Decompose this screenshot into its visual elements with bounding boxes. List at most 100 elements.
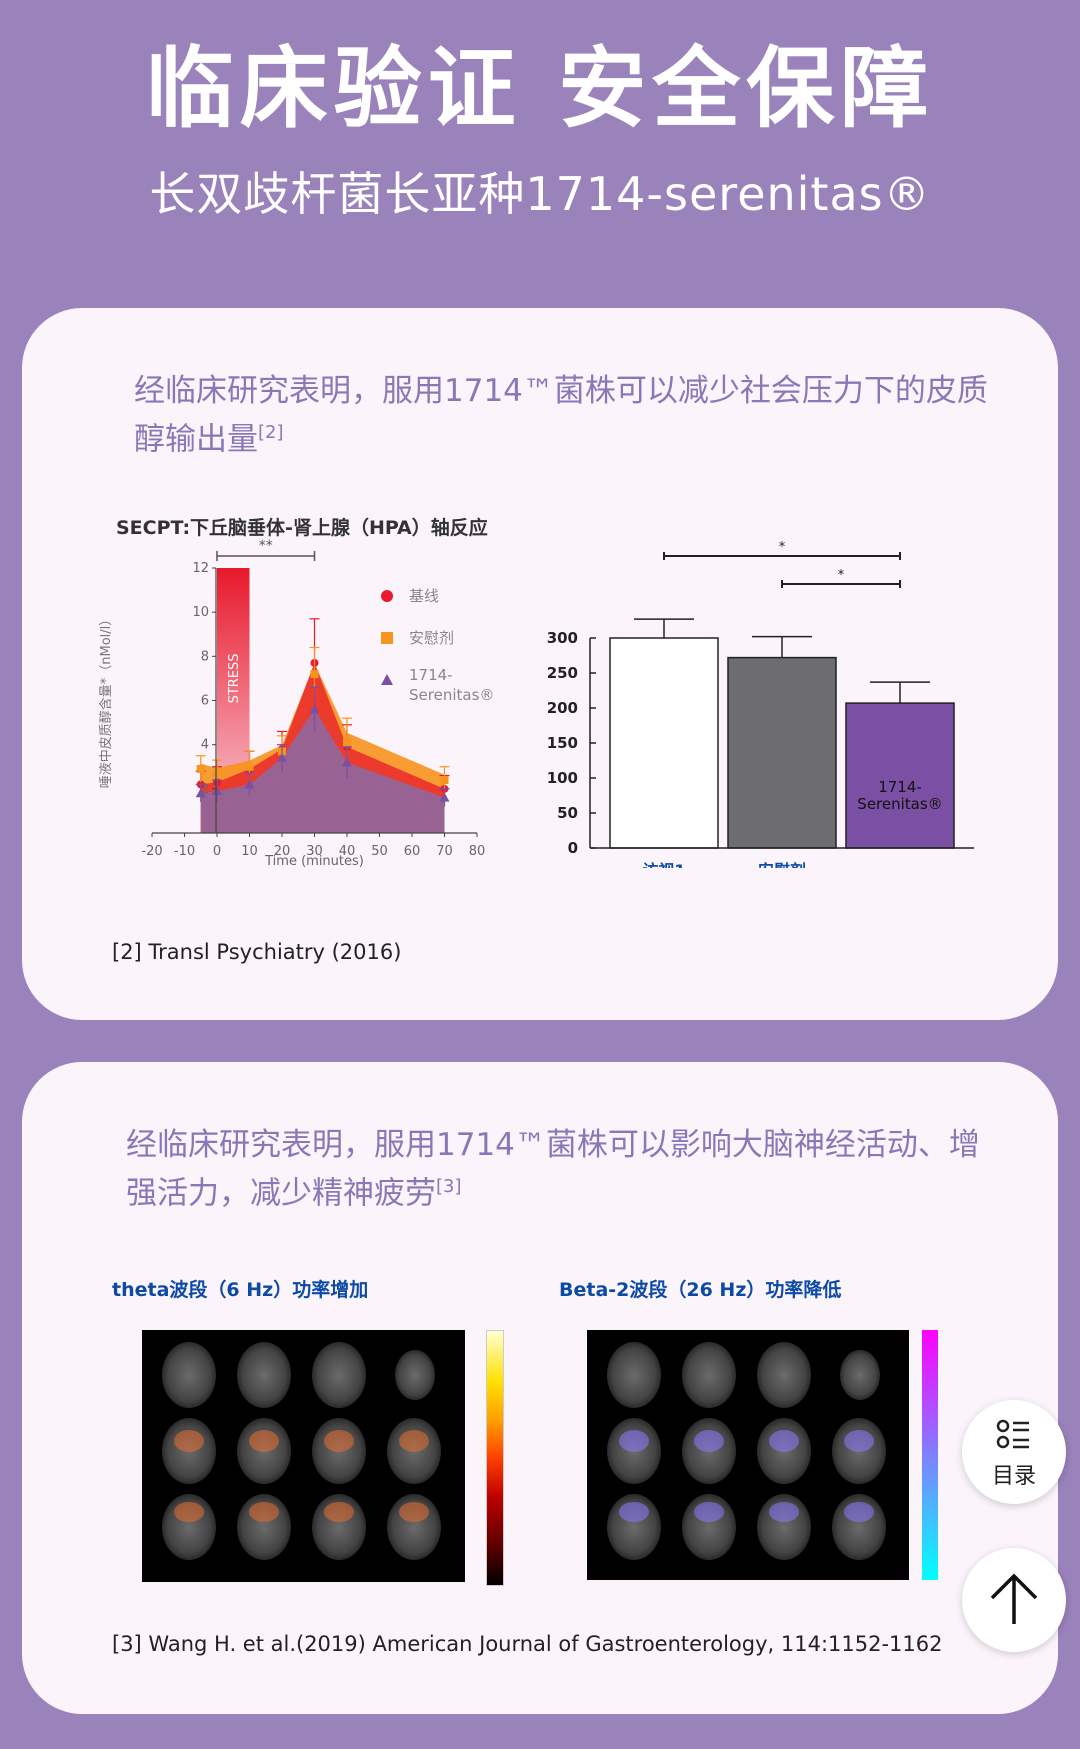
lc-point-serenitas [212, 786, 222, 796]
hero-subtitle: 长双歧杆菌长亚种1714-serenitas® [149, 167, 931, 221]
lc-sig-label: ** [259, 538, 273, 554]
arrow-up-icon [990, 1573, 1038, 1624]
brain-slice [607, 1342, 661, 1408]
lc-x-tick: 30 [306, 844, 323, 859]
bc-inside-label-1: 1714- [878, 778, 922, 796]
activation-overlay [324, 1502, 354, 1522]
brain-slice [237, 1418, 291, 1484]
lc-point-placebo [245, 762, 254, 771]
lc-x-tick: 70 [436, 844, 453, 859]
beta-colorbar [922, 1330, 938, 1580]
legend-label: 安慰剂 [409, 629, 454, 647]
lc-area-2 [200, 709, 445, 833]
activation-overlay [174, 1430, 204, 1452]
legend-serenitas-line1: 1714- [409, 666, 453, 684]
brain-slice [312, 1342, 366, 1408]
lc-x-tick: -10 [174, 844, 195, 859]
lc-x-tick: 40 [339, 844, 356, 859]
legend-serenitas-marker [381, 674, 393, 685]
bc-y-tick: 300 [547, 629, 578, 647]
eeg-lead-ref: [3] [436, 1176, 462, 1197]
brain-slice [162, 1418, 216, 1484]
brain-slice [607, 1494, 661, 1560]
lc-point-serenitas [342, 757, 352, 767]
cortisol-lead-ref: [2] [258, 422, 284, 443]
bc-y-tick: 0 [568, 839, 578, 857]
activation-overlay [769, 1430, 799, 1452]
brain-slice [387, 1418, 441, 1484]
hero-title: 临床验证 安全保障 [145, 37, 935, 140]
theta-title: theta波段（6 Hz）功率增加 [112, 1279, 369, 1301]
lc-ylabel: 唾液中皮质醇含量*（nMol/l） [98, 613, 114, 789]
cortisol-bar-chart: * * 0 50 100 150 200 250 300 访视1 安慰剂 1714-Serenitas… [547, 540, 974, 868]
brain-slice [832, 1418, 886, 1484]
brain-slice [832, 1494, 886, 1560]
activation-overlay [619, 1502, 649, 1522]
cortisol-reference: [2] Transl Psychiatry (2016) [112, 940, 402, 964]
lc-x-tick: -20 [141, 844, 162, 859]
brain-slice [387, 1494, 441, 1560]
bc-category-label: 访视1 [642, 861, 685, 868]
stress-label: STRESS [227, 653, 242, 703]
brain-slice [682, 1342, 736, 1408]
lc-x-tick: 80 [469, 844, 486, 859]
activation-overlay [694, 1502, 724, 1522]
activation-overlay [844, 1430, 874, 1452]
bar-0 [609, 637, 719, 849]
cortisol-lead-text: 经临床研究表明，服用1714™菌株可以减少社会压力下的皮质醇输出量 [134, 373, 988, 458]
brain-slice [757, 1418, 811, 1484]
brain-slice [162, 1494, 216, 1560]
bc-y-tick: 150 [547, 734, 578, 752]
lc-point-placebo [196, 764, 205, 773]
lc-point-placebo [440, 776, 449, 784]
legend-label: 基线 [409, 587, 439, 605]
back-to-top-button[interactable] [962, 1548, 1066, 1652]
lc-x-tick: 0 [213, 844, 221, 859]
toc-label: 目录 [991, 1464, 1036, 1489]
bar-sig-label: * [838, 568, 845, 583]
list-icon [996, 1419, 1029, 1449]
activation-overlay [249, 1502, 279, 1522]
lc-x-tick: 60 [404, 844, 421, 859]
activation-overlay [619, 1430, 649, 1452]
bc-y-tick: 250 [547, 664, 578, 682]
brain-slice [757, 1342, 811, 1408]
bar-sig-label: * [779, 540, 786, 555]
lc-y-tick: 4 [201, 738, 209, 753]
bc-y-tick: 50 [557, 804, 578, 822]
legend-placebo-marker [381, 632, 393, 644]
eeg-reference: [3] Wang H. et al.(2019) American Journa… [112, 1632, 943, 1656]
cortisol-chart-title: SECPT:下丘脑垂体-肾上腺（HPA）轴反应 [116, 517, 488, 539]
lc-x-tick: 10 [241, 844, 258, 859]
brain-slice [237, 1342, 291, 1408]
lc-x-tick: 20 [274, 844, 291, 859]
lc-y-tick: 2 [201, 782, 209, 797]
brain-slice [237, 1494, 291, 1560]
brain-slice [757, 1494, 811, 1560]
brain-slice [682, 1418, 736, 1484]
brain-slice [395, 1350, 435, 1400]
activation-overlay [769, 1502, 799, 1522]
lc-y-tick: 12 [192, 561, 209, 576]
lc-xlabel: Time (minutes) [264, 854, 364, 868]
lc-point-placebo [213, 769, 221, 778]
cortisol-card: 经临床研究表明，服用1714™菌株可以减少社会压力下的皮质醇输出量[2] SEC… [22, 308, 1058, 1020]
brain-slice [312, 1418, 366, 1484]
theta-colorbar [486, 1330, 504, 1586]
eeg-card: 经临床研究表明，服用1714™菌株可以影响大脑神经活动、增强活力，减少精神疲劳[… [22, 1062, 1058, 1714]
lc-point-placebo [343, 738, 351, 747]
activation-overlay [399, 1502, 429, 1522]
legend-baseline-marker [381, 590, 393, 602]
toc-button[interactable]: 目录 [962, 1400, 1066, 1504]
activation-overlay [324, 1430, 354, 1452]
brain-slice [312, 1494, 366, 1560]
lc-y-tick: 8 [201, 649, 209, 664]
lc-point-serenitas [195, 788, 206, 798]
activation-overlay [399, 1430, 429, 1452]
legend-serenitas-line2: Serenitas® [409, 686, 494, 704]
eeg-lead-text: 经临床研究表明，服用1714™菌株可以影响大脑神经活动、增强活力，减少精神疲劳 [126, 1127, 980, 1212]
beta-title: Beta-2波段（26 Hz）功率降低 [559, 1279, 842, 1301]
lc-y-tick: 10 [192, 605, 209, 620]
activation-overlay [174, 1502, 204, 1522]
bar-1 [727, 656, 837, 849]
